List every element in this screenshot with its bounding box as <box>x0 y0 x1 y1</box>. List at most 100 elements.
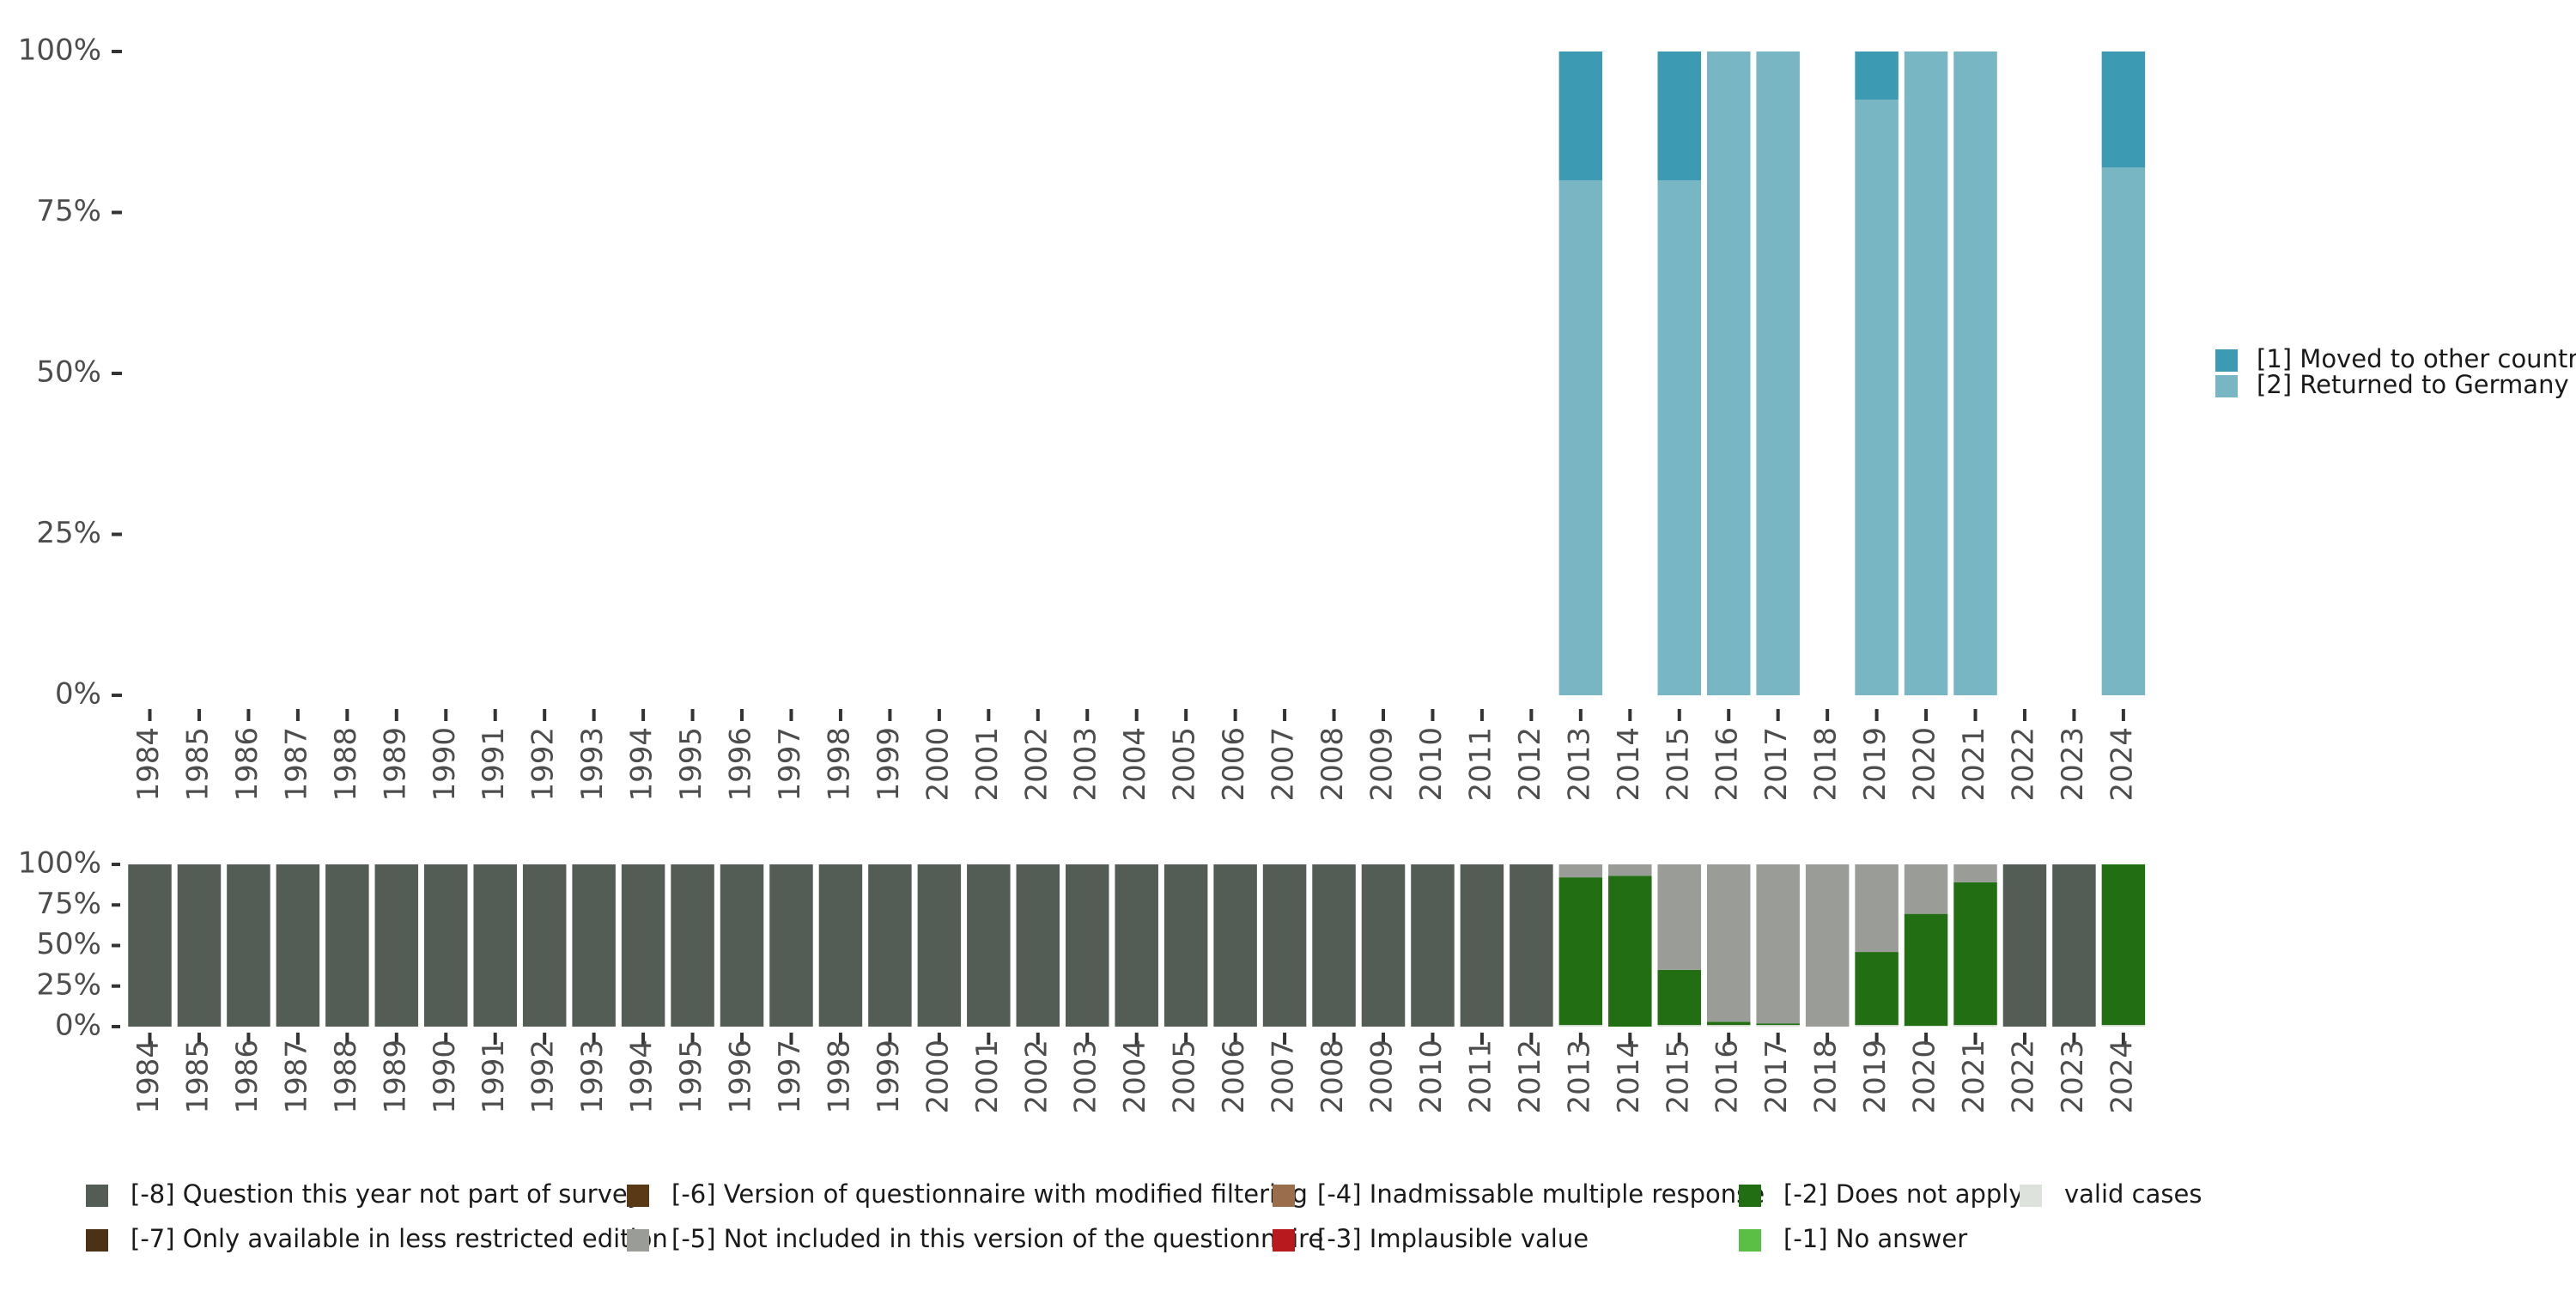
x-tick-label: 1991 <box>477 1039 511 1114</box>
y-tick-label: 75% <box>36 887 101 921</box>
bar-2014-series-2 <box>1608 864 1652 876</box>
x-tick-label: 2003 <box>1069 1039 1103 1114</box>
bar-1985-series-3 <box>177 864 222 1027</box>
x-tick-label: 2024 <box>2105 1039 2139 1114</box>
bar-1988-series-3 <box>325 864 369 1027</box>
y-tick-label: 50% <box>36 927 101 961</box>
x-tick-label: 2019 <box>1858 727 1893 802</box>
y-tick-label: 0% <box>55 1009 101 1043</box>
x-tick-label: 2020 <box>1908 1039 1942 1114</box>
legend-bottom-label: [-8] Question this year not part of surv… <box>131 1179 642 1209</box>
x-tick-label: 1984 <box>131 1039 166 1114</box>
bar-2015-series-0 <box>1657 1025 1702 1027</box>
bar-2013-series-0 <box>1558 1025 1603 1027</box>
legend-right-swatch <box>2215 375 2238 397</box>
legend-bottom-swatch <box>86 1229 108 1252</box>
x-tick-label: 1988 <box>329 1039 363 1114</box>
x-tick-label: 2001 <box>970 727 1005 802</box>
bar-1984-series-3 <box>128 864 172 1027</box>
bar-2021-series-1 <box>1953 882 1997 1026</box>
bar-2016-series-2 <box>1706 864 1751 1022</box>
x-tick-label: 2005 <box>1168 727 1202 802</box>
bar-2001-series-3 <box>967 864 1011 1027</box>
x-tick-label: 2013 <box>1562 727 1596 802</box>
x-tick-label: 2014 <box>1612 727 1646 802</box>
legend-bottom-swatch <box>1273 1185 1295 1207</box>
x-tick-label: 2017 <box>1759 727 1794 802</box>
x-tick-label: 1997 <box>773 727 807 802</box>
bar-2013-series-0 <box>1558 180 1603 695</box>
bar-2017-series-0 <box>1756 52 1800 695</box>
x-tick-label: 2010 <box>1414 1039 1449 1114</box>
bar-2009-series-3 <box>1361 864 1406 1027</box>
legend-bottom-label: [-6] Version of questionnaire with modif… <box>671 1179 1308 1209</box>
x-tick-label: 2021 <box>1957 727 1991 802</box>
legend-bottom-label: [-7] Only available in less restricted e… <box>131 1224 668 1253</box>
legend-bottom-swatch <box>627 1185 649 1207</box>
bar-2022-series-3 <box>2002 864 2047 1027</box>
bar-2014-series-1 <box>1608 876 1652 1027</box>
bar-2024-series-0 <box>2101 167 2146 695</box>
x-tick-label: 2007 <box>1267 1039 1301 1114</box>
legend-bottom-label: valid cases <box>2064 1179 2202 1209</box>
x-tick-label: 2014 <box>1612 1039 1646 1114</box>
y-tick-label: 100% <box>18 33 101 68</box>
y-tick-label: 25% <box>36 967 101 1002</box>
x-tick-label: 2018 <box>1809 727 1844 802</box>
bar-2016-series-0 <box>1706 1025 1751 1027</box>
bar-2006-series-3 <box>1213 864 1257 1027</box>
x-tick-label: 2010 <box>1414 727 1449 802</box>
bar-1990-series-3 <box>424 864 468 1027</box>
x-tick-label: 2012 <box>1513 727 1547 802</box>
x-tick-label: 1992 <box>526 727 561 802</box>
x-tick-label: 2012 <box>1513 1039 1547 1114</box>
x-tick-label: 2015 <box>1661 727 1695 802</box>
bar-1987-series-3 <box>276 864 320 1027</box>
legend-right-swatch <box>2215 349 2238 372</box>
legend-right: [1] Moved to other country[2] Returned t… <box>2215 344 2576 399</box>
bar-2017-series-1 <box>1756 1023 1800 1026</box>
bar-2004-series-3 <box>1115 864 1158 1027</box>
x-tick-label: 2008 <box>1315 727 1350 802</box>
bar-2020-series-0 <box>1904 52 1948 695</box>
bar-2019-series-2 <box>1855 864 1899 953</box>
x-tick-label: 2004 <box>1118 727 1152 802</box>
x-tick-label: 2007 <box>1267 727 1301 802</box>
bar-2024-series-1 <box>2101 864 2146 1026</box>
bar-1994-series-3 <box>621 864 665 1027</box>
x-tick-label: 1999 <box>872 1039 906 1114</box>
bar-2023-series-3 <box>2052 864 2096 1027</box>
y-tick-label: 75% <box>36 194 101 228</box>
y-tick-label: 100% <box>18 846 101 881</box>
bar-1986-series-3 <box>227 864 270 1027</box>
x-tick-label: 2008 <box>1315 1039 1350 1114</box>
bar-2019-series-0 <box>1855 1025 1899 1027</box>
x-tick-label: 1999 <box>872 727 906 802</box>
x-tick-label: 2006 <box>1217 727 1251 802</box>
legend-bottom-swatch <box>1739 1229 1761 1252</box>
x-tick-label: 1985 <box>180 1039 215 1114</box>
y-tick-label: 50% <box>36 355 101 390</box>
legend-bottom-swatch <box>1273 1229 1295 1252</box>
bar-2016-series-0 <box>1706 52 1751 695</box>
x-tick-label: 2021 <box>1957 1039 1991 1114</box>
x-tick-label: 2022 <box>2006 727 2040 802</box>
bottom-panel: 0% 25% 50% 75% 100% 1984 1985 1986 1987 1988 1989 1… <box>18 846 2146 1114</box>
bar-2013-series-2 <box>1558 864 1603 878</box>
x-tick-label: 1987 <box>279 727 313 802</box>
bar-1997-series-3 <box>769 864 813 1027</box>
x-tick-label: 2011 <box>1463 1039 1498 1114</box>
bar-2013-series-1 <box>1558 52 1603 180</box>
bar-1995-series-3 <box>671 864 714 1027</box>
x-tick-label: 2017 <box>1759 1039 1794 1114</box>
bar-1993-series-3 <box>572 864 616 1027</box>
y-tick-label: 0% <box>55 677 101 712</box>
legend-bottom: [-8] Question this year not part of surv… <box>86 1179 2202 1253</box>
x-tick-label: 1996 <box>724 727 758 802</box>
legend-bottom-label: [-4] Inadmissable multiple response <box>1317 1179 1765 1209</box>
x-tick-label: 2011 <box>1463 727 1498 802</box>
bar-2003-series-3 <box>1065 864 1109 1027</box>
legend-bottom-label: [-5] Not included in this version of the… <box>671 1224 1323 1253</box>
x-tick-label: 2002 <box>1019 1039 1054 1114</box>
x-tick-label: 1986 <box>230 1039 264 1114</box>
